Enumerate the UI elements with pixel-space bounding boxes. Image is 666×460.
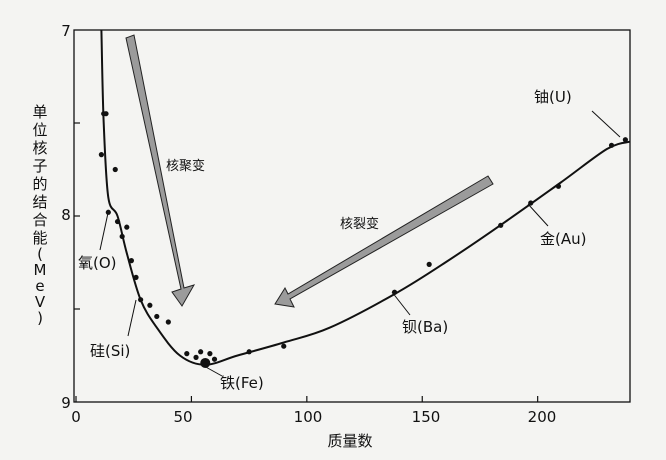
gold-label: 金(Au) — [540, 230, 586, 248]
y-tick-label: 8 — [61, 206, 71, 224]
data-point — [105, 209, 111, 215]
data-point — [147, 302, 153, 308]
data-point — [608, 142, 615, 148]
x-tick-label: 100 — [294, 408, 323, 426]
data-point — [246, 349, 252, 355]
x-tick-label: 200 — [528, 408, 557, 426]
x-axis-title: 质量数 — [327, 432, 372, 450]
data-point — [184, 351, 190, 357]
x-ticks — [75, 396, 539, 402]
data-point — [138, 297, 144, 303]
y-tick-label: 9 — [61, 394, 71, 412]
x-tick-label: 50 — [173, 408, 192, 426]
x-tick-label: 0 — [71, 408, 81, 426]
x-tick-label: 150 — [412, 408, 441, 426]
data-point — [98, 152, 104, 158]
oxygen-leader — [99, 212, 109, 251]
y-ticks — [74, 122, 80, 310]
gold-leader — [527, 203, 549, 227]
data-point — [119, 233, 125, 240]
y-axis-title-char: e — [35, 277, 44, 295]
data-point — [528, 200, 534, 206]
uranium-label: 铀(U) — [534, 88, 572, 106]
data-point — [154, 313, 160, 320]
leader-lines — [99, 110, 621, 377]
iron-label: 铁(Fe) — [220, 374, 264, 392]
y-axis-title-char: 单 — [32, 103, 47, 121]
y-axis-title-char: 结 — [32, 193, 47, 211]
data-point — [133, 274, 139, 280]
fusion-label: 核聚变 — [166, 158, 205, 174]
data-point — [498, 222, 504, 228]
y-axis-title-char: V — [35, 293, 46, 311]
y-axis-title-char: 合 — [32, 211, 47, 229]
data-point — [112, 166, 118, 173]
oxygen-label: 氧(O) — [78, 254, 117, 272]
y-axis-title-char: ) — [37, 309, 43, 327]
data-point — [622, 137, 628, 143]
data-point — [281, 343, 287, 349]
data-point — [128, 258, 134, 264]
data-point — [426, 261, 432, 267]
iron-data-point — [200, 357, 211, 368]
plot-area — [73, 29, 631, 403]
data-point — [193, 354, 199, 360]
data-point — [114, 218, 121, 225]
fission-arrow — [274, 175, 494, 308]
silicon-leader — [127, 299, 137, 337]
fusion-arrow — [125, 34, 196, 307]
iron-leader — [203, 365, 223, 377]
data-point — [198, 349, 204, 355]
y-axis-title-char: 核 — [32, 139, 47, 157]
fission-label: 核裂变 — [340, 216, 379, 232]
data-point — [211, 356, 218, 362]
data-point — [124, 224, 130, 230]
y-axis-title-char: 子 — [32, 157, 47, 175]
y-axis-title-char: 的 — [32, 175, 47, 193]
y-axis-title: 单 位 核 子 的 结 合 能 ( M e V ) — [32, 103, 47, 327]
data-point — [555, 183, 562, 189]
uranium-leader — [591, 110, 621, 138]
barium-leader — [391, 291, 411, 316]
binding-energy-curve — [100, 29, 631, 366]
barium-label: 钡(Ba) — [402, 318, 448, 336]
data-point — [165, 319, 171, 325]
data-point — [207, 351, 213, 357]
y-tick-label: 7 — [61, 22, 71, 40]
y-axis-title-char: 位 — [32, 121, 47, 139]
silicon-label: 硅(Si) — [90, 342, 130, 360]
y-axis-title-char: M — [34, 261, 47, 279]
y-axis-title-char: ( — [37, 245, 43, 263]
data-points — [98, 111, 628, 368]
y-axis-title-char: 能 — [32, 229, 47, 247]
data-point — [103, 111, 109, 117]
